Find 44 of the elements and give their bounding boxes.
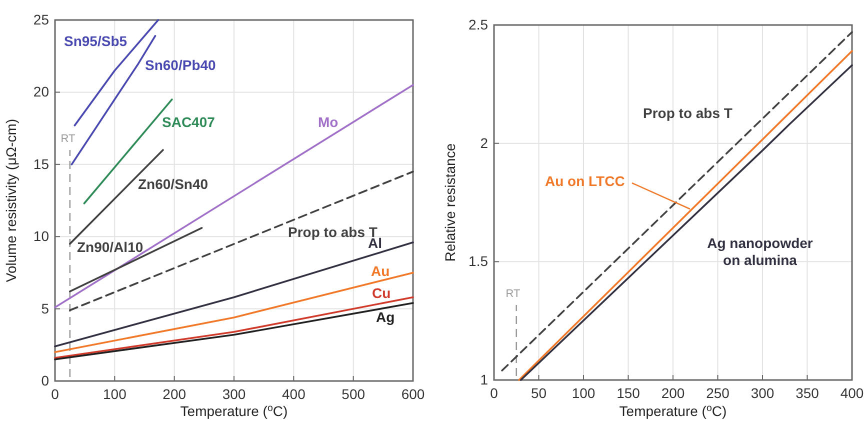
x-tick-label: 100 (572, 384, 596, 401)
y-axis-title: Relative resistance (442, 143, 458, 262)
ref-line-label: RT (506, 288, 521, 300)
series-label: Mo (318, 114, 338, 130)
series-label: Prop to abs T (643, 105, 733, 121)
x-tick-label: 300 (750, 384, 774, 401)
series-label: Zn60/Sn40 (138, 176, 208, 192)
series-label: Au (371, 263, 390, 279)
series-label: Ag nanopowder on alumina (707, 235, 814, 268)
x-tick-label: 250 (706, 384, 730, 401)
x-axis-title: Temperature ($^{o}$C) (619, 402, 727, 419)
y-tick-label: 15 (33, 156, 50, 172)
x-tick-label: 500 (342, 386, 366, 402)
y-tick-label: 20 (33, 84, 50, 100)
y-tick-label: 25 (33, 11, 50, 28)
y-tick-label: 0 (41, 372, 50, 388)
x-tick-label: 200 (661, 384, 685, 401)
y-tick-label: 1.5 (468, 253, 488, 270)
x-tick-label: 300 (222, 386, 246, 402)
x-tick-label: 150 (616, 384, 640, 401)
x-tick-label: 0 (490, 384, 498, 401)
x-axis-title: Temperature ($^{o}$C) (180, 402, 288, 419)
series-label: Ag (376, 309, 395, 325)
series-label: Cu (372, 285, 391, 301)
x-tick-label: 0 (51, 386, 60, 402)
y-tick-label: 5 (41, 300, 50, 316)
x-tick-label: 100 (102, 386, 127, 402)
series-label: Zn90/Al10 (77, 239, 144, 255)
y-tick-label: 2 (480, 134, 488, 151)
x-tick-label: 400 (282, 386, 306, 402)
y-tick-label: 1 (480, 371, 488, 388)
series-label: SAC407 (162, 114, 216, 130)
ref-line-label: RT (60, 133, 76, 145)
x-tick-label: 50 (530, 384, 547, 401)
y-tick-label: 10 (33, 228, 50, 244)
series-label: Sn60/Pb40 (145, 57, 216, 73)
x-tick-label: 400 (840, 384, 864, 401)
x-tick-label: 350 (796, 384, 820, 401)
x-tick-label: 200 (162, 386, 186, 402)
y-tick-label: 2.5 (468, 16, 488, 32)
y-axis-title: Volume resistivity (μΩ-cm) (3, 118, 19, 282)
series-label: Sn95/Sb5 (64, 33, 128, 49)
text: Au on LTCC (545, 173, 625, 189)
x-tick-label: 600 (401, 386, 425, 402)
